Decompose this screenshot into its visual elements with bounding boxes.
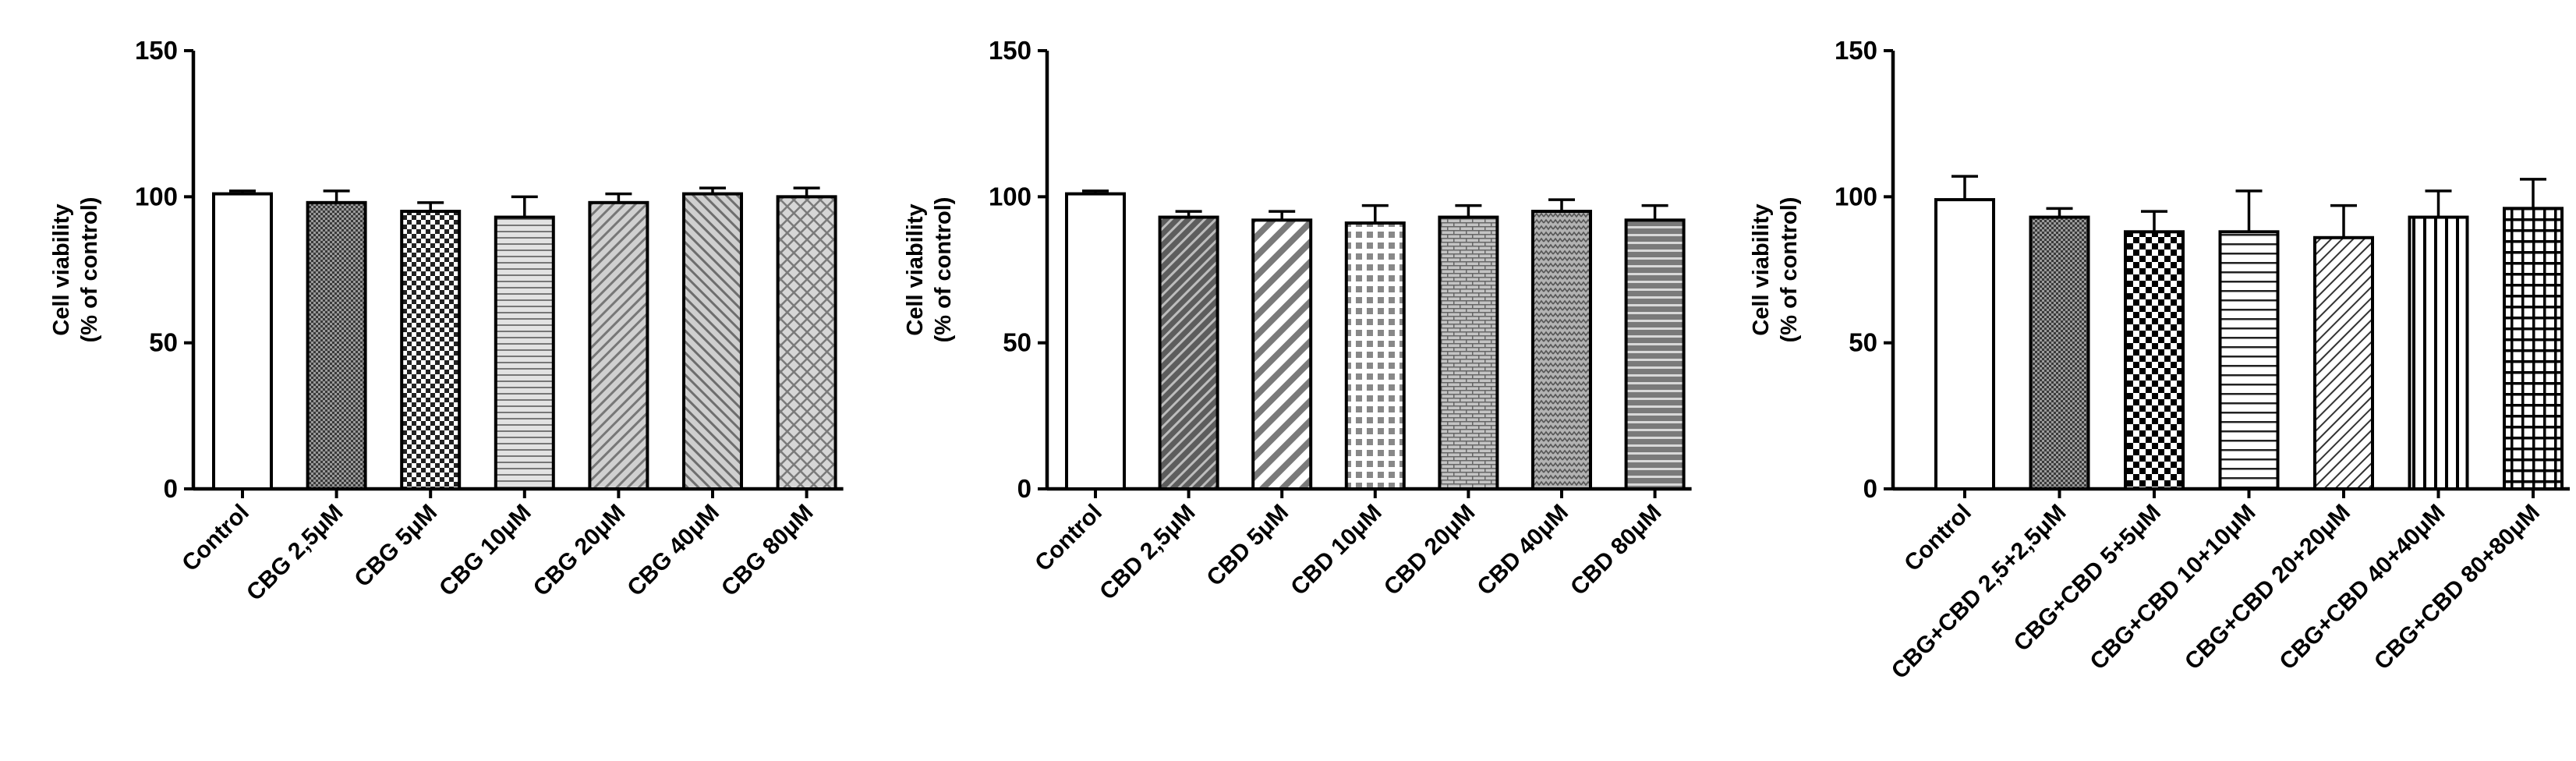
- bar-4: [1344, 221, 1406, 490]
- bar-6: [1531, 210, 1592, 490]
- bar-4: [2218, 230, 2280, 490]
- x-tick-label: CBG+CBD 10+10μM: [2086, 500, 2261, 675]
- x-tick-label: CBG+CBD 2,5+2,5μM: [1887, 500, 2072, 685]
- bar-7: [776, 195, 837, 490]
- y-tick-label: 100: [989, 182, 1031, 211]
- x-tick-label: CBG 10μM: [434, 500, 536, 602]
- chart-panel-1: 0 50 100 150 Cell viability (% of control) Con…: [49, 36, 844, 606]
- x-tick-label: CBG 20μM: [529, 500, 631, 602]
- x-tick-label: CBD 5μM: [1202, 500, 1294, 592]
- x-tick-label: CBD 20μM: [1379, 500, 1480, 600]
- bar-2: [306, 200, 367, 490]
- y-axis-label: Cell viability: [1749, 204, 1774, 335]
- bar-6: [682, 192, 743, 490]
- chart-panel-2: 0 50 100 150 Cell viability (% of control) Con…: [903, 36, 1692, 605]
- y-axis-label-units: (% of control): [1777, 197, 1802, 343]
- bar-1: [212, 192, 273, 490]
- x-tick-label: CBG+CBD 40+40μM: [2275, 500, 2450, 675]
- y-tick-label: 150: [1835, 36, 1877, 65]
- bar-7: [1624, 218, 1686, 490]
- x-tick-label: CBD 80μM: [1566, 500, 1666, 600]
- x-tick-label: Control: [1030, 500, 1107, 577]
- y-tick-label: 50: [1849, 328, 1877, 357]
- bar-6: [2408, 215, 2469, 490]
- x-tick-label: CBG 80μM: [717, 500, 819, 602]
- x-tick-label: CBG+CBD 20+20μM: [2180, 500, 2355, 675]
- x-tick-label: CBG+CBD 80+80μM: [2369, 500, 2545, 675]
- x-tick-label: CBD 40μM: [1473, 500, 1573, 600]
- x-tick-label: CBG 2,5μM: [242, 500, 349, 607]
- x-tick-label: Control: [1899, 500, 1976, 577]
- y-tick-label: 0: [164, 474, 178, 503]
- y-tick-label: 100: [1835, 182, 1877, 211]
- y-tick-label: 50: [149, 328, 178, 357]
- x-tick-label: Control: [177, 500, 254, 577]
- bar-5: [588, 200, 649, 490]
- chart-panel-3: 0 50 100 150 Cell viability (% of control) Con…: [1749, 36, 2570, 684]
- x-tick-label: CBG 5μM: [349, 500, 442, 593]
- y-tick-label: 150: [989, 36, 1031, 65]
- bar-2: [2029, 215, 2090, 490]
- y-tick-label: 100: [135, 182, 178, 211]
- y-tick-label: 150: [135, 36, 178, 65]
- x-tick-label: CBD 2,5μM: [1095, 500, 1200, 605]
- y-axis-label: Cell viability: [49, 204, 74, 335]
- bar-1: [1934, 198, 1995, 490]
- bar-5: [2313, 235, 2374, 490]
- bar-3: [400, 210, 462, 490]
- y-tick-label: 0: [1017, 474, 1031, 503]
- bar-3: [2124, 230, 2185, 490]
- y-axis-label-units: (% of control): [931, 197, 956, 343]
- y-tick-label: 0: [1863, 474, 1877, 503]
- y-axis-label-units: (% of control): [77, 197, 102, 343]
- bar-5: [1438, 215, 1499, 490]
- bar-1: [1065, 192, 1126, 490]
- y-axis-label: Cell viability: [903, 204, 928, 335]
- x-tick-label: CBG 40μM: [622, 500, 724, 602]
- y-tick-label: 50: [1003, 328, 1031, 357]
- x-tick-label: CBD 10μM: [1286, 500, 1386, 600]
- bar-3: [1251, 218, 1313, 490]
- bar-4: [494, 215, 555, 490]
- bar-2: [1158, 215, 1219, 490]
- bar-7: [2503, 207, 2564, 490]
